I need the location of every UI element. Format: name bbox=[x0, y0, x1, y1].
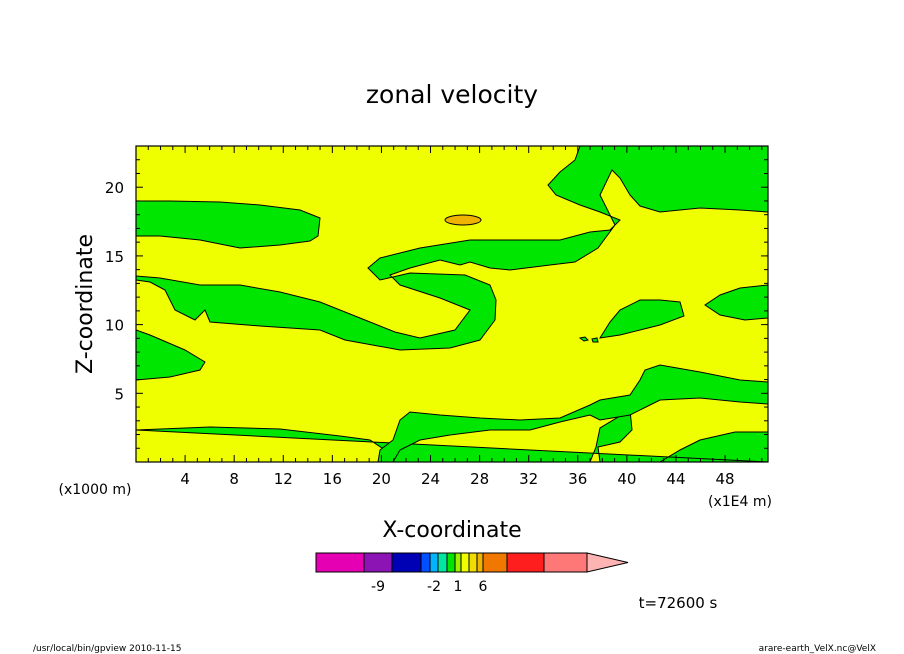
x-tick-label: 48 bbox=[716, 470, 735, 488]
colorbar-segment bbox=[506, 552, 545, 573]
colorbar-segment bbox=[429, 552, 439, 573]
x-tick-label: 40 bbox=[617, 470, 636, 488]
colorbar-segment bbox=[454, 552, 462, 573]
colorbar-segment bbox=[391, 552, 422, 573]
colorbar-label: 1 bbox=[454, 579, 463, 595]
x-tick-label: 16 bbox=[323, 470, 342, 488]
colorbar-label: 6 bbox=[479, 579, 488, 595]
footer-left: /usr/local/bin/gpview 2010-11-15 bbox=[33, 644, 181, 654]
x-axis-ticks: 4 8 12 16 20 24 28 32 36 40 44 48 bbox=[147, 146, 763, 488]
colorbar-segment bbox=[476, 552, 484, 573]
small-contour-islands bbox=[578, 336, 599, 343]
plot-area bbox=[136, 146, 768, 462]
negative-regions bbox=[136, 146, 768, 462]
plot-frame bbox=[135, 145, 769, 463]
x-tick-label: 24 bbox=[421, 470, 440, 488]
colorbar-segment bbox=[363, 552, 393, 573]
colorbar-segment bbox=[315, 552, 365, 573]
x-tick-label: 12 bbox=[274, 470, 293, 488]
colorbar-segment bbox=[468, 552, 478, 573]
contour-band-middle-bottom bbox=[136, 146, 768, 381]
colorbar-segment bbox=[482, 552, 508, 573]
x-tick-label: 20 bbox=[372, 470, 391, 488]
y-tick-label: 20 bbox=[105, 179, 124, 197]
contour-band-low-right bbox=[377, 364, 768, 462]
contour-band-bottom bbox=[136, 409, 768, 462]
chart-title: zonal velocity bbox=[366, 80, 538, 109]
footer-right: arare-earth_VelX.nc@VelX bbox=[759, 644, 876, 654]
colorbar-segment bbox=[460, 552, 470, 573]
colorbar-labels: -9 -2 1 6 bbox=[371, 579, 488, 595]
colorbar-segment bbox=[446, 552, 456, 573]
y-tick-label: 15 bbox=[105, 248, 124, 266]
x-tick-label: 28 bbox=[470, 470, 489, 488]
x-tick-label: 8 bbox=[229, 470, 239, 488]
colorbar-label: -9 bbox=[371, 579, 385, 595]
x-tick-label: 44 bbox=[666, 470, 685, 488]
x-axis-label: X-coordinate bbox=[382, 518, 521, 543]
maximum-patch bbox=[444, 214, 482, 226]
x-tick-label: 32 bbox=[519, 470, 538, 488]
x-scale-label: (x1E4 m) bbox=[708, 494, 772, 510]
y-tick-label: 5 bbox=[114, 385, 124, 403]
colorbar-segment bbox=[543, 552, 588, 573]
y-axis-ticks: 5 10 15 20 bbox=[105, 159, 768, 449]
time-label: t=72600 s bbox=[639, 594, 718, 612]
contour-band-upper-right bbox=[599, 299, 685, 339]
y-tick-label: 10 bbox=[105, 317, 124, 335]
contour-band-top bbox=[136, 200, 321, 249]
colorbar-label: -2 bbox=[427, 579, 441, 595]
x-tick-label: 36 bbox=[568, 470, 587, 488]
x-unit-label: (x1000 m) bbox=[59, 482, 132, 498]
x-tick-label: 4 bbox=[180, 470, 190, 488]
colorbar-segment bbox=[437, 552, 448, 573]
colorbar-segment bbox=[420, 552, 431, 573]
colorbar bbox=[315, 552, 629, 573]
contour-band-right bbox=[704, 284, 768, 321]
colorbar-triangle bbox=[586, 552, 629, 573]
y-axis-label: Z-coordinate bbox=[73, 234, 98, 374]
